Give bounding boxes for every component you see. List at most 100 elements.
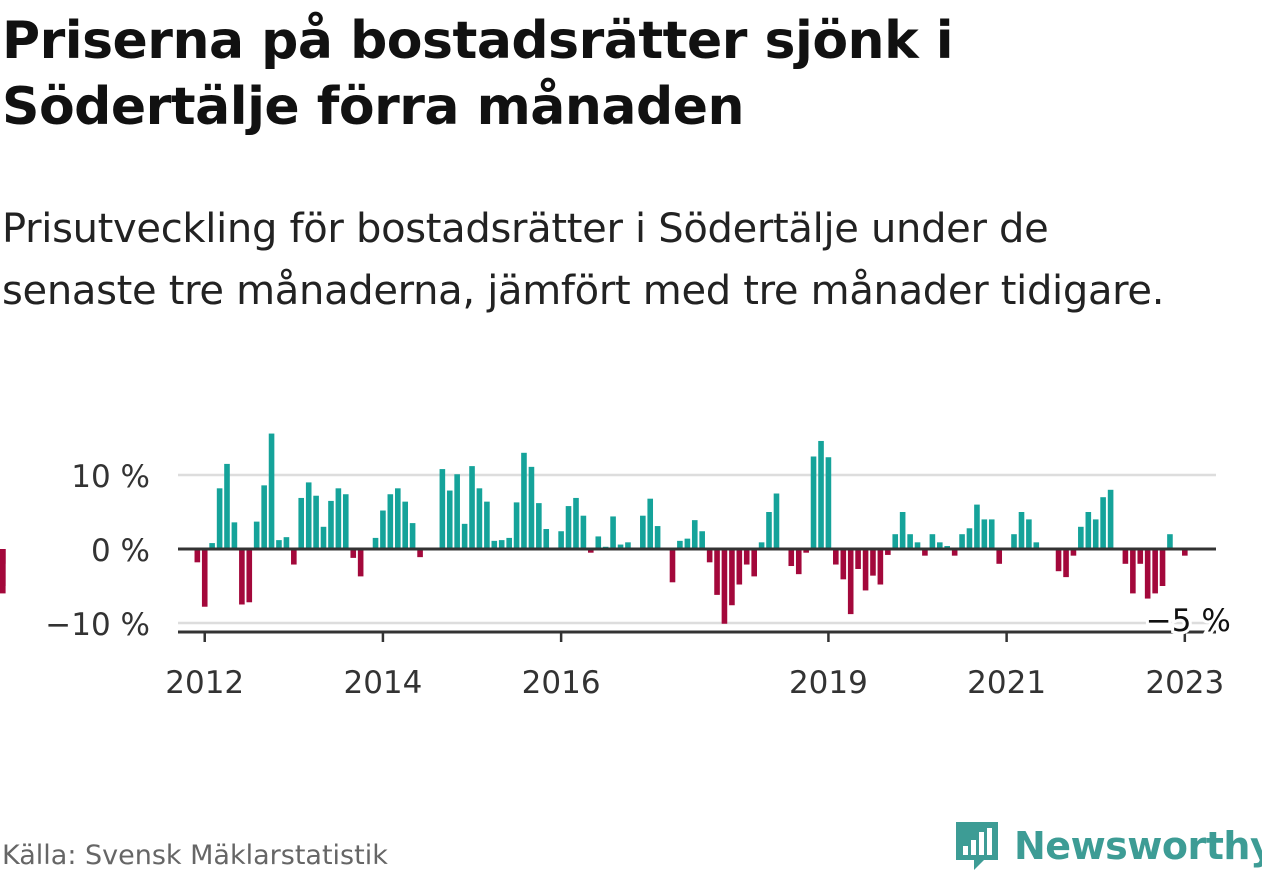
bar: [194, 549, 201, 563]
bar: [751, 549, 757, 577]
bar: [862, 549, 869, 591]
bar: [506, 537, 512, 549]
bar: [855, 549, 861, 569]
bar: [640, 515, 646, 549]
bar: [818, 440, 824, 549]
bar: [825, 457, 832, 549]
bar: [766, 512, 772, 549]
bar: [387, 494, 394, 549]
bar: [1070, 549, 1077, 556]
bar: [276, 540, 282, 549]
bar: [587, 549, 594, 553]
bar: [833, 549, 839, 565]
bar: [565, 506, 572, 549]
bar: [521, 452, 527, 549]
bar: [736, 549, 743, 585]
bar: [320, 526, 327, 549]
bar: [677, 540, 683, 549]
bar: [773, 493, 780, 549]
y-tick-label: −10 %: [45, 607, 150, 643]
bar: [1055, 549, 1062, 572]
bar: [870, 549, 876, 576]
bar: [313, 495, 319, 549]
bar: [328, 500, 334, 549]
newsworthy-logo-icon: [956, 822, 998, 870]
bar: [1092, 519, 1099, 549]
bar: [1011, 534, 1017, 549]
bar: [305, 482, 312, 549]
bar: [654, 526, 661, 549]
bar: [795, 549, 802, 575]
bar: [877, 549, 884, 585]
bar: [610, 516, 616, 549]
source-note: Källa: Svensk Mäklarstatistik: [2, 840, 388, 871]
bar: [558, 531, 564, 549]
bar: [417, 549, 423, 558]
x-tick-label: 2023: [1145, 665, 1224, 701]
bar: [484, 501, 490, 549]
bar: [699, 531, 705, 549]
bar: [513, 502, 520, 549]
bar: [402, 501, 408, 549]
newsworthy-logo: Newsworthy: [952, 820, 1262, 872]
bar: [625, 542, 631, 549]
bar: [1107, 489, 1114, 549]
bar: [298, 497, 305, 549]
bar-chart: 10 % 0 % −10 % 2012 2014 2016 2019 2021 2023 −5 %: [0, 433, 1234, 701]
bar: [380, 510, 386, 549]
bar: [647, 498, 654, 549]
bar: [246, 549, 253, 603]
bar: [283, 537, 290, 549]
bar: [543, 529, 550, 549]
bar: [253, 521, 260, 549]
x-tick-label: 2016: [522, 665, 601, 701]
x-tick-label: 2019: [789, 665, 868, 701]
brand-name: Newsworthy: [1014, 824, 1262, 868]
bar: [342, 494, 349, 549]
bar: [573, 497, 579, 549]
bar: [1167, 534, 1173, 549]
bar: [491, 540, 498, 549]
bar: [216, 488, 223, 549]
bar: [1018, 512, 1025, 549]
bar: [335, 488, 342, 549]
bar: [729, 549, 735, 606]
bar: [439, 469, 446, 549]
bar: [922, 549, 928, 556]
bar: [498, 540, 505, 549]
x-tick-label: 2012: [165, 665, 244, 701]
bar: [469, 466, 475, 549]
y-tick-label: 0 %: [91, 533, 150, 569]
bar: [1026, 519, 1032, 549]
bar: [1033, 542, 1040, 549]
bar: [1182, 549, 1188, 556]
bar: [595, 536, 602, 549]
bar: [350, 549, 357, 558]
bar: [788, 549, 795, 567]
bar: [1100, 497, 1106, 549]
bar: [239, 549, 245, 605]
bar: [1078, 526, 1084, 549]
bar: [907, 534, 913, 549]
bar: [1137, 549, 1144, 564]
bar: [959, 534, 965, 549]
bar: [409, 523, 416, 549]
bar: [684, 538, 691, 549]
bar: [840, 549, 847, 580]
x-tick-label: 2021: [967, 665, 1046, 701]
bar: [224, 463, 230, 549]
bar: [885, 549, 891, 555]
bar: [372, 537, 379, 549]
bar: [231, 522, 238, 549]
bar: [201, 549, 208, 607]
bar: [669, 549, 676, 583]
bar: [1144, 549, 1151, 599]
bar: [395, 488, 401, 549]
bar: [617, 544, 624, 549]
y-tick-label: 10 %: [71, 459, 150, 495]
bar: [966, 528, 973, 549]
bar: [461, 523, 468, 549]
bar: [1152, 549, 1158, 594]
page-title: Priserna på bostadsrätter sjönk i Södert…: [2, 11, 954, 137]
bar: [268, 433, 275, 549]
